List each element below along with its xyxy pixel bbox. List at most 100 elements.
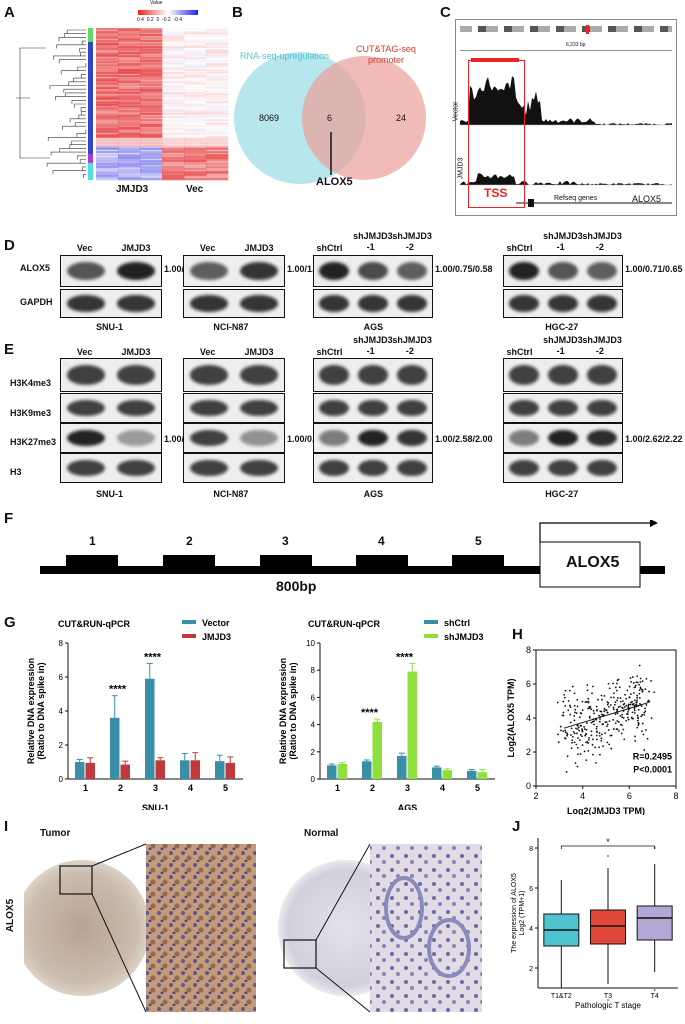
scatter-point <box>576 728 579 730</box>
e-blot-1-1 <box>183 393 285 423</box>
x-tick-label: 2 <box>370 783 375 793</box>
chart-title: CUT&RUN-qPCR <box>308 619 380 629</box>
scatter-point <box>579 712 582 714</box>
x-tick-label: 4 <box>188 783 193 793</box>
scatter-point <box>633 686 636 689</box>
d-col-label-1-1-0: JMJD3 <box>244 243 274 253</box>
bar <box>442 770 452 779</box>
venn-right-label-2: promoter <box>368 55 405 65</box>
scatter-point <box>597 698 599 701</box>
bar <box>407 671 417 779</box>
bar <box>120 764 130 779</box>
e-cell-1: NCI-N87 <box>213 489 249 499</box>
heatmap-legend-title: Value <box>150 0 163 6</box>
d-ratio-2: 1.00/0.75/0.58 <box>435 264 493 274</box>
scatter-point <box>580 724 583 727</box>
scatter-point <box>590 734 593 737</box>
scatter-point <box>590 708 593 711</box>
scatter-point <box>562 711 565 714</box>
scatter-point <box>600 739 603 742</box>
x-tick-label: T1&T2 <box>551 993 572 1000</box>
scatter-point <box>606 741 609 744</box>
scatter-point <box>585 722 588 724</box>
scatter-point <box>599 710 602 713</box>
scatter-point <box>638 697 641 699</box>
y-tick-label: 4 <box>59 707 64 716</box>
scatter-point <box>612 682 614 685</box>
d-col-label-3-1-0: shJMJD3 <box>543 231 583 241</box>
scatter-point <box>618 686 621 689</box>
scatter-point <box>581 730 584 733</box>
y-axis-label: Relative DNA expression <box>26 658 36 764</box>
legend-label: shCtrl <box>444 618 470 628</box>
d-col-label-3-1-1: -1 <box>556 242 565 252</box>
scatter-point <box>581 735 583 738</box>
scatter-point <box>616 712 619 715</box>
x-axis-label: Pathologic T stage <box>575 1001 642 1010</box>
venn-right-count: 24 <box>396 113 407 123</box>
g-left-chart: 0 2 4 6 8 1 2 3 4 5 **** **** SNU-1 Relative DNA expr… <box>26 618 243 810</box>
scatter-point <box>585 701 588 703</box>
d-ratio-1: 1.00/1.21 <box>287 264 325 274</box>
scatter-point <box>629 703 632 706</box>
scatter-point <box>587 750 590 752</box>
scatter-point <box>571 739 574 742</box>
bar <box>190 760 200 779</box>
scatter-point <box>583 750 586 753</box>
e-ratio-0: 1.00/0.42 <box>164 434 202 444</box>
scatter-point <box>636 719 639 722</box>
e-blot-3-3 <box>503 453 623 483</box>
scatter-point <box>557 733 559 736</box>
scatter-point <box>559 729 562 732</box>
scatter-point <box>575 743 578 746</box>
scatter-point <box>622 717 625 719</box>
stat-r: R=0.2495 <box>633 752 672 762</box>
scatter-point <box>603 710 606 713</box>
d-cell-0: SNU-1 <box>96 322 124 332</box>
scatter-point <box>653 691 656 694</box>
scatter-point <box>576 753 579 756</box>
scatter-point <box>639 703 641 705</box>
e-col-label-2-1-1: -1 <box>366 346 375 356</box>
scatter-point <box>630 681 633 683</box>
x-tick-label: 2 <box>118 783 123 793</box>
x-axis-label: SNU-1 <box>142 803 169 810</box>
scatter-point <box>579 716 581 719</box>
scatter-point <box>591 720 594 723</box>
scatter-point <box>617 706 620 709</box>
scatter-point <box>645 677 648 680</box>
panel-label-f: F <box>4 510 14 527</box>
e-col-label-2-2-0: shJMJD3 <box>392 335 432 345</box>
genome-scale: 6,333 bp <box>566 42 586 48</box>
scatter-point <box>587 707 590 710</box>
scatter-point <box>641 713 644 716</box>
e-ratio-3: 1.00/2.62/2.22 <box>625 434 683 444</box>
panel-label-j: J <box>512 818 521 835</box>
scatter-point <box>570 734 572 736</box>
stat-p: P<0.0001 <box>633 764 672 774</box>
scatter-point <box>568 689 571 692</box>
scatter-point <box>612 696 615 699</box>
scatter-point <box>612 718 615 721</box>
d-blot-gapdh-0 <box>60 289 162 318</box>
scatter-point <box>636 681 639 684</box>
trend-line <box>563 702 649 729</box>
scatter-point <box>634 740 637 742</box>
e-col-label-3-2-1: -2 <box>595 346 604 356</box>
panel-label-h: H <box>512 626 523 643</box>
d-blot-gapdh-2 <box>313 289 433 318</box>
scatter-point <box>566 755 569 758</box>
scatter-point <box>645 704 648 706</box>
scatter-point <box>600 733 603 736</box>
e-blot-0-1 <box>183 358 285 392</box>
scatter-point <box>566 734 568 737</box>
scatter-point <box>623 738 626 741</box>
scatter-point <box>618 730 620 732</box>
scatter-point <box>586 684 589 686</box>
scatter-point <box>620 732 623 735</box>
scatter-point <box>588 715 591 718</box>
scatter-point <box>628 685 631 688</box>
box-outlier <box>653 989 656 991</box>
e-col-label-0-0-0: Vec <box>76 347 93 357</box>
d-col-label-2-2-1: -2 <box>405 242 414 252</box>
